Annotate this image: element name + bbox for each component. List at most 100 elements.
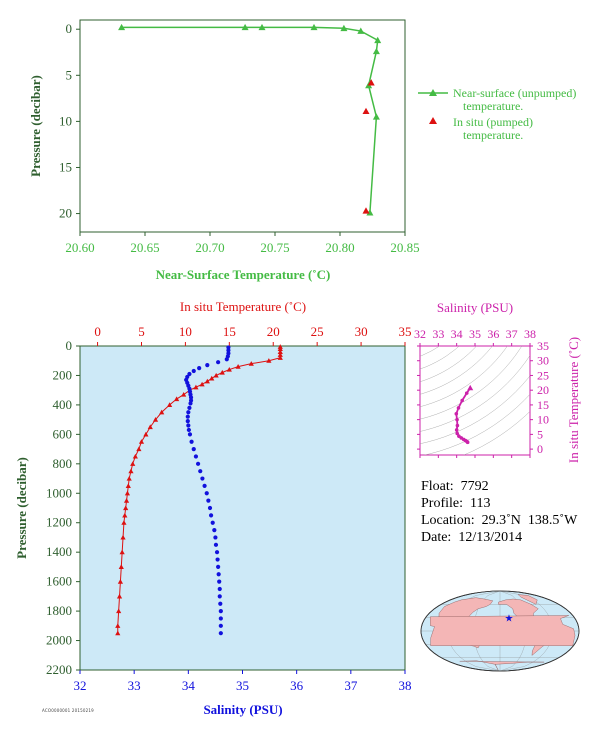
temperature-point xyxy=(116,593,123,599)
ts-point xyxy=(455,417,459,422)
temperature-point xyxy=(128,468,134,474)
top-plot-frame xyxy=(79,19,406,233)
temp-tick-label: 20 xyxy=(267,324,280,339)
salinity-point xyxy=(188,395,194,400)
ts-x-tick-label: 38 xyxy=(524,327,536,341)
top-x-tick-label: 20.80 xyxy=(325,240,354,255)
near-surface-point xyxy=(241,23,249,31)
temperature-point xyxy=(119,549,125,555)
temp-tick-label: 10 xyxy=(179,324,192,339)
salinity-point xyxy=(186,423,191,428)
ts-plot-frame xyxy=(419,345,531,456)
near-surface-point xyxy=(357,27,365,34)
top-y-tick-label: 20 xyxy=(59,206,72,221)
map-land-greenland xyxy=(517,594,538,605)
profile-panel: 0 5 10 15 20 25 30 35 32 33 34 35 36 37 38 0 200 400 600… xyxy=(14,299,412,717)
pressure-tick-label: 200 xyxy=(53,367,73,382)
temperature-point xyxy=(266,358,272,363)
pressure-y-ticks: 0 200 400 600 800 1000 1200 1400 1600 1800 2000 220… xyxy=(46,338,80,677)
salinity-point xyxy=(218,616,223,621)
temperature-point xyxy=(147,424,153,430)
salinity-point xyxy=(218,631,223,636)
ts-point xyxy=(455,423,460,428)
near-surface-point xyxy=(340,24,348,32)
salinity-point xyxy=(208,513,214,518)
temperature-point xyxy=(193,384,199,390)
top-x-tick-label: 20.75 xyxy=(260,240,289,255)
temperature-point xyxy=(277,352,283,357)
temperature-point xyxy=(118,564,124,569)
pressure-tick-label: 1200 xyxy=(46,515,72,530)
temperature-point xyxy=(138,439,145,444)
salinity-point xyxy=(202,483,207,489)
temperature-point xyxy=(132,453,138,459)
temperature-point xyxy=(136,446,142,452)
top-x-ticks: 20.60 20.65 20.70 20.75 20.80 20.85 xyxy=(65,232,420,255)
near-surface-point xyxy=(374,36,382,44)
ts-x-tick-label: 37 xyxy=(506,327,518,341)
top-legend: Near-surface (unpumped) temperature. In s… xyxy=(418,86,576,142)
ts-salinity-axis-label: Salinity (PSU) xyxy=(437,300,513,315)
near-surface-point xyxy=(366,209,374,216)
temperature-point xyxy=(277,346,283,352)
legend-marker-in-situ xyxy=(429,117,437,124)
salinity-point xyxy=(214,550,220,555)
pressure-tick-label: 1800 xyxy=(46,603,72,618)
top-y-ticks: 0 5 10 15 20 xyxy=(59,21,80,221)
temperature-point xyxy=(277,349,283,354)
salinity-point xyxy=(212,527,217,533)
temperature-point xyxy=(152,417,159,422)
salinity-point xyxy=(217,586,222,592)
temperature-point xyxy=(209,375,215,381)
temperature-point xyxy=(199,381,205,387)
salinity-tick-label: 38 xyxy=(399,678,412,693)
temperature-point xyxy=(122,512,128,518)
footer-code: ACO0000001 20150219 xyxy=(42,708,94,713)
salinity-point xyxy=(187,405,192,410)
salinity-point xyxy=(189,439,194,444)
near-surface-point xyxy=(372,113,380,120)
top-x-tick-label: 20.70 xyxy=(195,240,224,255)
ts-y-tick-label: 35 xyxy=(537,339,549,353)
salinity-point xyxy=(218,601,223,606)
pressure-tick-label: 1000 xyxy=(46,485,72,500)
salinity-point xyxy=(218,623,223,628)
salinity-point xyxy=(218,608,223,614)
temperature-point xyxy=(174,396,180,402)
ts-y-tick-label: 20 xyxy=(537,383,549,397)
temp-tick-label: 35 xyxy=(399,324,412,339)
salinity-point xyxy=(207,505,213,511)
ts-point xyxy=(460,398,464,403)
in-situ-point xyxy=(362,207,370,214)
temp-tick-label: 0 xyxy=(94,324,101,339)
temperature-point xyxy=(248,361,254,366)
temperature-point xyxy=(124,490,131,496)
top-y-tick-label: 10 xyxy=(59,113,72,128)
ts-point xyxy=(467,384,474,391)
pressure-tick-label: 1400 xyxy=(46,544,72,559)
salinity-point xyxy=(200,476,205,481)
main-salinity-axis-label: Salinity (PSU) xyxy=(203,702,282,717)
top-x-axis-label: Near-Surface Temperature (˚C) xyxy=(156,267,331,282)
main-temp-axis-label: In situ Temperature (˚C) xyxy=(180,299,306,314)
temperature-point xyxy=(123,505,129,511)
ts-y-tick-label: 10 xyxy=(537,413,549,427)
salinity-point xyxy=(188,401,193,406)
temperature-point xyxy=(219,369,225,375)
ts-x-tick-label: 33 xyxy=(432,327,444,341)
salinity-tick-label: 32 xyxy=(74,678,87,693)
ts-x-tick-label: 34 xyxy=(451,327,463,341)
ts-x-ticks: 32 33 34 35 36 37 38 xyxy=(414,327,536,458)
salinity-point xyxy=(216,360,221,365)
pressure-tick-label: 2200 xyxy=(46,662,72,677)
in-situ-point xyxy=(362,107,370,115)
temp-tick-label: 15 xyxy=(223,324,236,339)
temperature-point xyxy=(115,630,121,636)
salinity-point xyxy=(191,446,196,452)
ts-y-tick-label: 30 xyxy=(537,354,549,368)
near-surface-point xyxy=(258,23,266,31)
salinity-point xyxy=(193,454,199,459)
salinity-point xyxy=(217,594,222,599)
date: Date: 12/13/2014 xyxy=(421,530,523,545)
temperature-point xyxy=(125,483,131,488)
